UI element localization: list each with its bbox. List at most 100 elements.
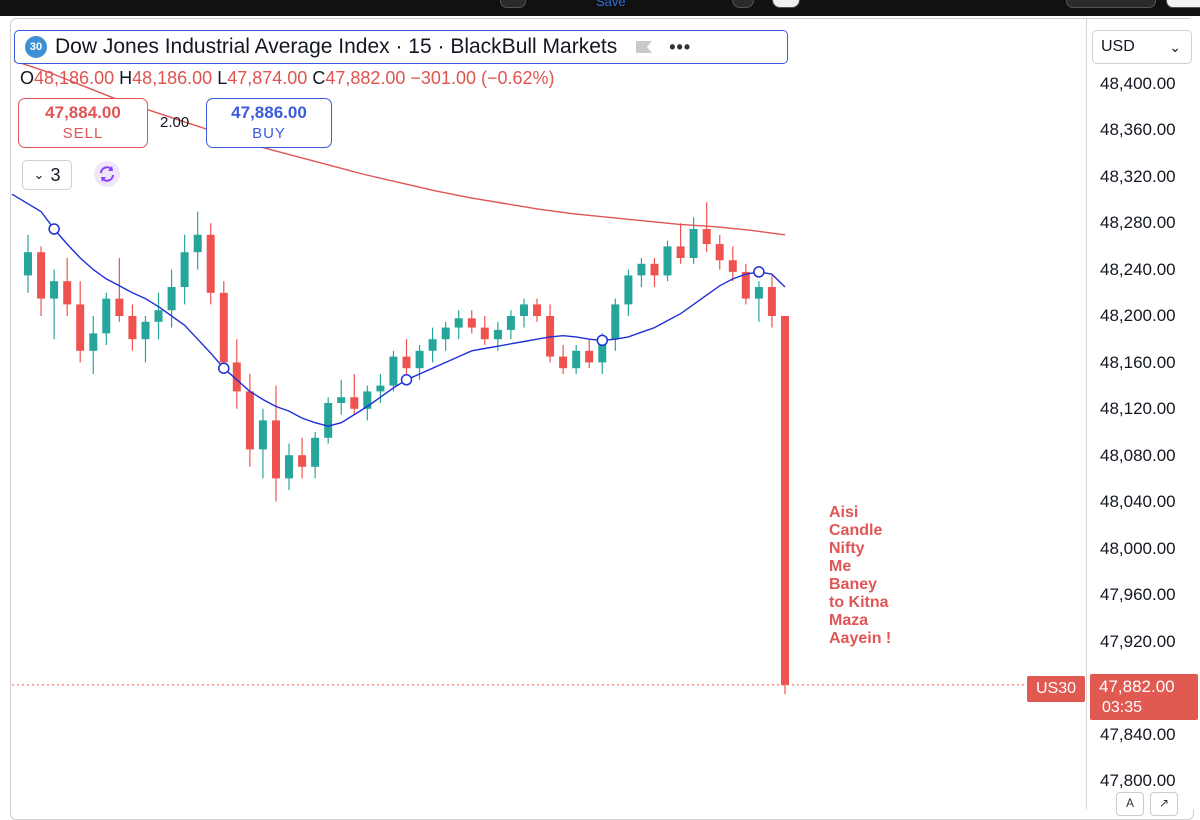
candle-body (285, 455, 293, 479)
price-tick: 48,080.00 (1100, 446, 1176, 465)
price-tick: 48,040.00 (1100, 492, 1176, 511)
price-tick: 48,400.00 (1100, 74, 1176, 93)
change-value: −301.00 (−0.62%) (410, 68, 555, 88)
price-tick: 47,840.00 (1100, 725, 1176, 744)
candle-body (154, 310, 163, 322)
annotation-line: Aayein ! (829, 630, 892, 647)
high-label: H (119, 68, 133, 88)
open-label: O (20, 68, 35, 88)
candle-body (598, 339, 607, 363)
price-tick: 48,320.00 (1100, 167, 1176, 186)
chevron-down-icon: ⌄ (33, 167, 45, 182)
candle-body (689, 229, 698, 258)
scale-settings-button[interactable]: ↗ (1150, 792, 1178, 816)
price-tick: 47,920.00 (1100, 632, 1176, 651)
indicators-collapse-button[interactable]: ⌄ 3 (22, 160, 72, 190)
candle-body (193, 234, 202, 253)
event-marker (218, 362, 230, 374)
event-marker (596, 334, 609, 347)
candle-body (376, 385, 385, 392)
candle-body (232, 362, 241, 392)
candle-body (24, 252, 32, 276)
candle-body (37, 252, 46, 299)
price-tick: 48,200.00 (1100, 306, 1176, 325)
flag-icon[interactable] (635, 40, 653, 54)
candle-body (715, 244, 724, 261)
low-label: L (217, 68, 228, 88)
candle-body (767, 287, 776, 316)
annotation-line: Aisi (829, 504, 859, 521)
save-label[interactable]: Save (596, 0, 626, 9)
candle-body (428, 339, 437, 351)
open-value: 48,186.00 (34, 68, 115, 88)
candle-body (637, 263, 646, 276)
high-value: 48,186.00 (132, 68, 213, 88)
symbol-badge: 30 (25, 36, 47, 58)
annotation-line: Maza (829, 612, 869, 629)
chevron-down-icon: ⌄ (1169, 39, 1181, 55)
candle-body (506, 316, 515, 330)
price-tick: 48,360.00 (1100, 120, 1176, 139)
candle-body (115, 298, 124, 316)
more-dots-icon[interactable]: ••• (669, 37, 692, 57)
candle-body (350, 397, 359, 409)
indicators-count: 3 (50, 164, 61, 185)
current-price: 47,882.00 (1099, 677, 1175, 696)
price-tick: 47,800.00 (1100, 771, 1176, 790)
ohlc-legend: O48,186.00 H48,186.00 L47,874.00 C47,882… (20, 68, 555, 89)
candle-body (754, 287, 763, 299)
price-tick: 48,160.00 (1100, 353, 1176, 372)
candle-body (76, 304, 85, 351)
account-button[interactable] (1166, 0, 1200, 8)
candle-body (128, 316, 137, 340)
annotation-line: to Kitna (829, 594, 889, 611)
candle-body (363, 391, 372, 409)
refresh-icon[interactable] (94, 161, 120, 187)
candle-body (611, 304, 620, 340)
chart-pane[interactable] (10, 18, 1194, 820)
price-tick: 48,240.00 (1100, 260, 1176, 279)
candle-body (50, 281, 59, 299)
bar-countdown: 03:35 (1102, 699, 1143, 716)
candle-body (180, 252, 189, 287)
candle-body (533, 304, 541, 316)
chart-annotation[interactable]: Aisi Candle Nifty Me Baney to Kitna Maza… (829, 504, 919, 648)
annotation-line: Me (829, 558, 852, 575)
sell-label: SELL (62, 125, 104, 142)
candle-body (402, 356, 411, 369)
candle-body (650, 263, 659, 276)
candle-body (454, 318, 463, 328)
candle-body (415, 350, 424, 369)
candle-body (167, 287, 176, 311)
low-value: 47,874.00 (227, 68, 308, 88)
current-price-label: 47,882.00 03:35 (1090, 674, 1198, 720)
candle-body (676, 246, 685, 258)
candle-body (572, 350, 581, 369)
candle-body (728, 260, 737, 272)
symbol-header[interactable]: 30 Dow Jones Industrial Average Index · … (14, 30, 788, 64)
candle-body (441, 327, 450, 340)
candle-body (89, 333, 98, 351)
event-marker (400, 374, 413, 386)
sell-button[interactable]: 47,884.00 SELL (18, 98, 148, 148)
candle-body (624, 275, 633, 305)
candle-body (480, 327, 489, 340)
buy-button[interactable]: 47,886.00 BUY (206, 98, 332, 148)
candle-body (467, 318, 476, 328)
close-value: 47,882.00 (325, 68, 406, 88)
sell-price: 47,884.00 (45, 103, 121, 122)
price-tick: 48,120.00 (1100, 399, 1176, 418)
event-marker (753, 266, 765, 278)
current-symbol-label: US30 (1027, 676, 1085, 702)
ma-fast-line (11, 193, 786, 427)
candle-body (585, 350, 594, 363)
auto-scale-button[interactable]: A (1116, 792, 1144, 816)
currency-select[interactable]: USD ⌄ (1092, 30, 1192, 64)
candle-body (741, 271, 750, 299)
annotation-line: Candle (829, 522, 883, 539)
candle-body (520, 304, 528, 316)
candle-body (311, 437, 320, 467)
annotation-line: Baney (829, 576, 878, 593)
candle-body (63, 281, 72, 305)
candle-body (781, 316, 789, 685)
